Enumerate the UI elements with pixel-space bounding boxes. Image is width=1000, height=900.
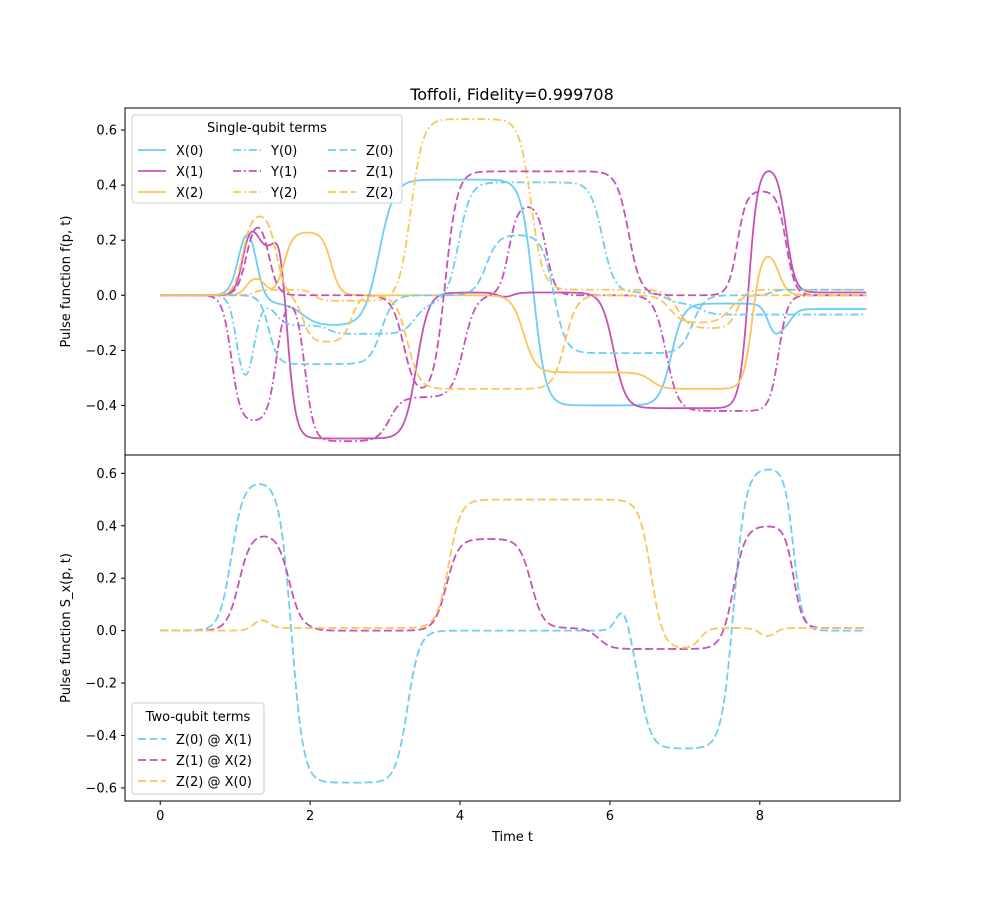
series-line-x-1 bbox=[160, 170, 867, 440]
x-tick-label: 2 bbox=[306, 809, 314, 824]
legend-entry-label: X(0) bbox=[176, 144, 203, 159]
legend-entry-label: Z(0) @ X(1) bbox=[176, 733, 252, 748]
series-line-z-1 bbox=[160, 170, 867, 389]
x-tick-label: 8 bbox=[756, 809, 764, 824]
series-line-y-1 bbox=[160, 206, 867, 443]
legend-entry-label: Z(0) bbox=[366, 144, 393, 159]
series-line-x-0 bbox=[160, 178, 867, 407]
plot-area bbox=[160, 468, 867, 784]
series-line-y-2 bbox=[160, 118, 867, 329]
legend-box bbox=[131, 702, 265, 795]
y-axis-label: Pulse function f(p, t) bbox=[59, 216, 74, 348]
y-tick-label: 0.4 bbox=[96, 179, 117, 194]
y-axis-label: Pulse function S_x(p, t) bbox=[59, 553, 74, 703]
y-tick-label: −0.2 bbox=[85, 677, 117, 692]
y-tick-label: −0.2 bbox=[85, 344, 117, 359]
y-tick-label: 0.0 bbox=[96, 289, 117, 304]
x-tick-label: 6 bbox=[606, 809, 614, 824]
legend-entry-label: X(1) bbox=[176, 165, 203, 180]
series-line-z-0 bbox=[160, 234, 867, 366]
series-line-z-2 bbox=[160, 215, 867, 390]
y-tick-label: −0.6 bbox=[85, 781, 117, 796]
legend: Single-qubit terms X(0) X(1) X(2) Y(0) Y(1) Y(… bbox=[131, 114, 403, 204]
legend-entry-label: Z(2) bbox=[366, 186, 393, 201]
legend-title: Two-qubit terms bbox=[145, 710, 251, 725]
y-tick-label: 0.6 bbox=[96, 467, 117, 482]
legend-entry-label: Z(1) @ X(2) bbox=[176, 754, 252, 769]
series-line-x-2 bbox=[160, 231, 867, 390]
y-tick-label: 0.2 bbox=[96, 234, 117, 249]
legend-entry-label: Z(2) @ X(0) bbox=[176, 775, 252, 790]
legend-entry-label: Y(0) bbox=[270, 144, 297, 159]
legend-entry-label: X(2) bbox=[176, 186, 203, 201]
y-tick-label: −0.4 bbox=[85, 729, 117, 744]
series-line-z-0-x-1 bbox=[160, 468, 867, 784]
x-axis-label: Time t bbox=[491, 830, 533, 845]
legend-box bbox=[131, 114, 403, 204]
legend-title: Single-qubit terms bbox=[207, 121, 327, 136]
plot-area bbox=[160, 118, 867, 443]
series-line-z-2-x-0 bbox=[160, 498, 867, 649]
chart-title: Toffoli, Fidelity=0.999708 bbox=[409, 85, 614, 104]
axes-frame bbox=[124, 454, 901, 802]
bottom-panel: 0.6 0.4 0.2 0.0 −0.2 −0.4 −0.6 0 2 4 6 8 Pulse funct… bbox=[59, 454, 901, 845]
x-tick-label: 0 bbox=[156, 809, 164, 824]
legend-entry-label: Z(1) bbox=[366, 165, 393, 180]
legend-entry-label: Y(2) bbox=[270, 186, 297, 201]
legend-entry-label: Y(1) bbox=[270, 165, 297, 180]
y-tick-label: 0.4 bbox=[96, 519, 117, 534]
y-tick-label: 0.2 bbox=[96, 572, 117, 587]
series-line-z-1-x-2 bbox=[160, 525, 867, 650]
y-tick-label: 0.0 bbox=[96, 624, 117, 639]
legend: Two-qubit terms Z(0) @ X(1) Z(1) @ X(2) Z(2… bbox=[131, 702, 265, 795]
top-panel: 0.6 0.4 0.2 0.0 −0.2 −0.4 Pulse function f(p, … bbox=[59, 107, 901, 456]
y-tick-label: 0.6 bbox=[96, 124, 117, 139]
series-line-y-0 bbox=[160, 181, 867, 376]
y-tick-label: −0.4 bbox=[85, 399, 117, 414]
x-tick-label: 4 bbox=[456, 809, 464, 824]
